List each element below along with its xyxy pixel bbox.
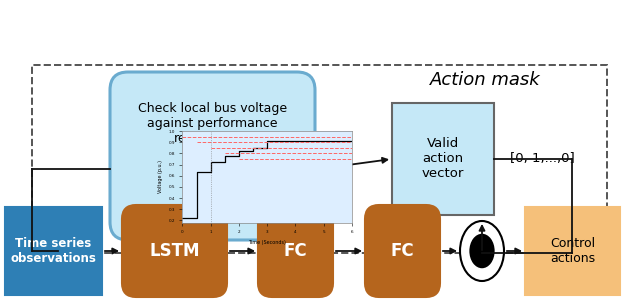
Text: [0, 1,...,0]: [0, 1,...,0] [510,152,575,166]
Y-axis label: Voltage (p.u.): Voltage (p.u.) [157,160,163,193]
Text: FC: FC [390,242,414,260]
FancyBboxPatch shape [122,205,227,297]
FancyBboxPatch shape [110,72,315,240]
Bar [525,207,620,295]
Text: FC: FC [284,242,307,260]
Ellipse shape [469,234,495,268]
X-axis label: Time (Seconds): Time (Seconds) [248,240,286,245]
Bar [32,65,607,253]
Text: Time series
observations: Time series observations [11,237,97,265]
Ellipse shape [460,221,504,281]
Text: Check local bus voltage
against performance
requirement: Check local bus voltage against performa… [138,102,287,145]
Text: Action mask: Action mask [429,71,540,89]
FancyBboxPatch shape [365,205,440,297]
Text: LSTM: LSTM [149,242,200,260]
Text: Valid
action
vector: Valid action vector [422,138,464,181]
Text: Control
actions: Control actions [550,237,595,265]
FancyBboxPatch shape [258,205,333,297]
Bar [392,103,494,215]
Bar [5,207,102,295]
